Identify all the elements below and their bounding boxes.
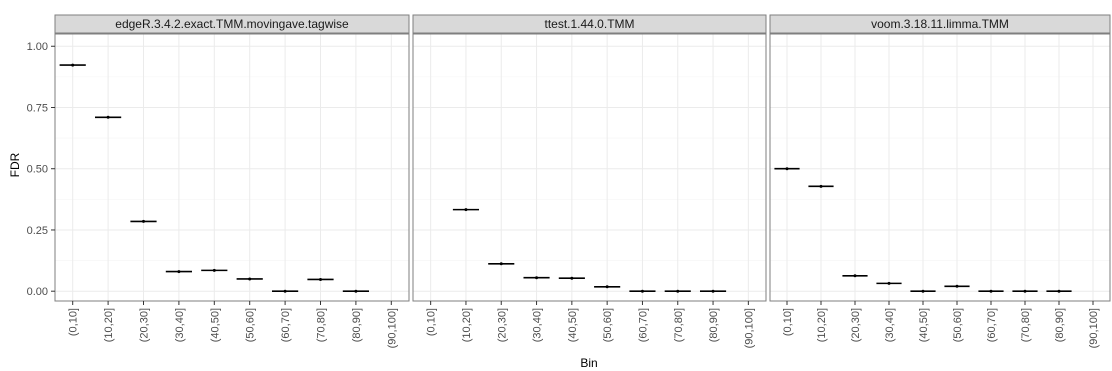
panel-border xyxy=(54,33,410,302)
x-tick-label: (40,50] xyxy=(567,308,579,342)
x-tick-label: (0,10] xyxy=(782,308,794,336)
x-tick-label: (30,40] xyxy=(884,308,896,342)
box-point xyxy=(354,289,358,293)
x-tick-label: (90,100] xyxy=(1088,308,1100,348)
facet-strip xyxy=(769,14,1111,34)
box-point xyxy=(464,208,468,212)
facet-strip xyxy=(54,14,410,34)
x-tick-label: (0,10] xyxy=(426,308,438,336)
box-point xyxy=(711,289,715,293)
panel-background xyxy=(55,34,409,301)
x-tick-label: (30,40] xyxy=(174,308,186,342)
facet-panel: voom.3.18.11.limma.TMM (0,10] (10,20] (20,3… xyxy=(769,14,1111,348)
panel-background xyxy=(770,34,1110,301)
panel-border xyxy=(769,33,1111,302)
x-tick-label: (10,20] xyxy=(816,308,828,342)
box-point xyxy=(283,289,287,293)
facet-panel: ttest.1.44.0.TMM (0,10] (10,20] (20,30] (30,… xyxy=(412,14,767,348)
facet-strip xyxy=(412,14,767,34)
box-point xyxy=(640,289,644,293)
panel-border xyxy=(412,33,767,302)
x-tick-label: (50,60] xyxy=(245,308,257,342)
box-point xyxy=(142,219,145,223)
x-axis-title: Bin xyxy=(580,356,597,370)
x-tick-label: (80,90] xyxy=(708,308,720,342)
box-point xyxy=(853,274,857,278)
box-point xyxy=(955,284,959,288)
box-point xyxy=(71,63,75,67)
box-point xyxy=(319,277,322,281)
facet-strip-label: edgeR.3.4.2.exact.TMM.movingave.tagwise xyxy=(115,17,349,31)
x-tick-label: (60,70] xyxy=(986,308,998,342)
x-tick-label: (70,80] xyxy=(673,308,685,342)
x-tick-label: (10,20] xyxy=(461,308,473,342)
box-point xyxy=(989,289,993,293)
x-tick-label: (80,90] xyxy=(1054,308,1066,342)
y-tick-label: 0.25 xyxy=(27,225,48,237)
x-tick-label: (30,40] xyxy=(532,308,544,342)
x-tick-label: (0,10] xyxy=(68,308,80,336)
y-tick-label: 1.00 xyxy=(27,41,48,53)
facet-strip-label: voom.3.18.11.limma.TMM xyxy=(871,17,1009,31)
box-point xyxy=(785,167,789,171)
x-tick-label: (60,70] xyxy=(637,308,649,342)
box-point xyxy=(676,289,680,293)
x-tick-label: (20,30] xyxy=(496,308,508,342)
box-point xyxy=(248,277,252,281)
panel-background xyxy=(413,34,766,301)
facet-panel: edgeR.3.4.2.exact.TMM.movingave.tagwise (… xyxy=(54,14,410,348)
x-tick-label: (70,80] xyxy=(1020,308,1032,342)
x-tick-label: (90,100] xyxy=(743,308,755,348)
x-tick-label: (40,50] xyxy=(918,308,930,342)
x-tick-label: (90,100] xyxy=(386,308,398,348)
x-tick-label: (60,70] xyxy=(280,308,292,342)
facet-strip-label: ttest.1.44.0.TMM xyxy=(544,17,634,31)
x-tick-label: (70,80] xyxy=(316,308,328,342)
box-point xyxy=(1057,289,1061,293)
box-point xyxy=(212,268,216,272)
x-tick-label: (50,60] xyxy=(952,308,964,342)
box-point xyxy=(177,270,181,274)
x-tick-label: (20,30] xyxy=(139,308,151,342)
box-point xyxy=(570,276,574,280)
box-point xyxy=(921,289,925,293)
x-tick-label: (40,50] xyxy=(209,308,221,342)
box-point xyxy=(605,285,609,289)
box-point xyxy=(819,184,823,188)
box-point xyxy=(499,262,503,266)
y-axis-title: FDR xyxy=(8,152,22,177)
box-point xyxy=(535,276,539,280)
panels-layer: edgeR.3.4.2.exact.TMM.movingave.tagwise (… xyxy=(54,14,1111,348)
box-point xyxy=(106,115,110,119)
x-tick-label: (80,90] xyxy=(351,308,363,342)
y-tick-label: 0.50 xyxy=(27,164,48,176)
box-point xyxy=(887,281,891,285)
x-tick-label: (20,30] xyxy=(850,308,862,342)
y-axis: 0.00 0.25 0.50 0.75 1.00 xyxy=(27,41,55,298)
box-point xyxy=(1023,289,1027,293)
y-tick-label: 0.00 xyxy=(27,286,48,298)
x-tick-label: (50,60] xyxy=(602,308,614,342)
y-tick-label: 0.75 xyxy=(27,102,48,114)
x-tick-label: (10,20] xyxy=(103,308,115,342)
